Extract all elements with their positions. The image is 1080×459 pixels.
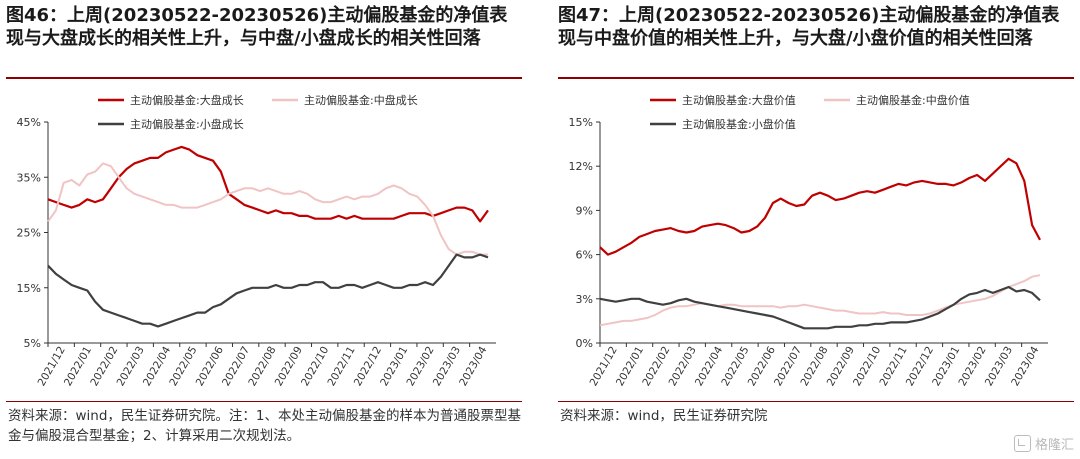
y-tick-label: 35% — [17, 171, 41, 184]
y-tick-label: 45% — [17, 116, 41, 129]
y-tick-label: 15% — [569, 116, 593, 129]
line-chart-growth: 45%35%25%15%5%2021/122022/012022/022022/… — [17, 93, 496, 388]
series-line-mid — [599, 274, 1041, 327]
y-tick-label: 6% — [576, 249, 593, 262]
series-line-large — [599, 157, 1041, 256]
series-line-large — [47, 145, 489, 223]
title-divider — [6, 77, 522, 79]
legend-label: 主动偏股基金:中盘成长 — [304, 93, 418, 107]
source-note: 资料来源：wind，民生证券研究院。注：1、本处主动偏股基金的样本为普通股票型基… — [8, 408, 522, 444]
source-divider — [6, 401, 522, 402]
watermark-logo-icon — [1013, 435, 1031, 452]
chart-panel-right: 图47：上周(20230522-20230526)主动偏股基金的净值表现与中盘价… — [552, 0, 1080, 459]
y-tick-label: 0% — [576, 337, 593, 350]
y-tick-label: 9% — [576, 204, 593, 217]
series-line-small — [599, 285, 1041, 330]
chart-title: 图46：上周(20230522-20230526)主动偏股基金的净值表现与大盘成… — [6, 5, 508, 49]
legend-label: 主动偏股基金:大盘价值 — [682, 93, 796, 107]
watermark: 格隆汇 — [1013, 434, 1074, 453]
y-tick-label: 12% — [569, 160, 593, 173]
chart-title: 图47：上周(20230522-20230526)主动偏股基金的净值表现与中盘价… — [558, 5, 1060, 49]
source-note: 资料来源：wind，民生证券研究院 — [560, 408, 768, 424]
series-line-mid — [47, 162, 488, 256]
y-tick-label: 5% — [24, 337, 41, 350]
watermark-text: 格隆汇 — [1034, 438, 1074, 453]
line-chart-value: 15%12%9%6%3%0%2021/122022/012022/022022/… — [569, 93, 1048, 388]
y-tick-label: 25% — [17, 227, 41, 240]
legend-label: 主动偏股基金:中盘价值 — [856, 93, 970, 107]
title-divider — [558, 77, 1074, 79]
chart-panel-left: 图46：上周(20230522-20230526)主动偏股基金的净值表现与大盘成… — [0, 0, 528, 459]
y-tick-label: 15% — [17, 282, 41, 295]
legend-label: 主动偏股基金:小盘成长 — [130, 117, 244, 131]
legend-label: 主动偏股基金:大盘成长 — [130, 93, 244, 107]
legend-label: 主动偏股基金:小盘价值 — [682, 117, 796, 131]
series-line-small — [47, 253, 489, 328]
y-tick-label: 3% — [576, 293, 593, 306]
source-divider — [558, 401, 1074, 402]
